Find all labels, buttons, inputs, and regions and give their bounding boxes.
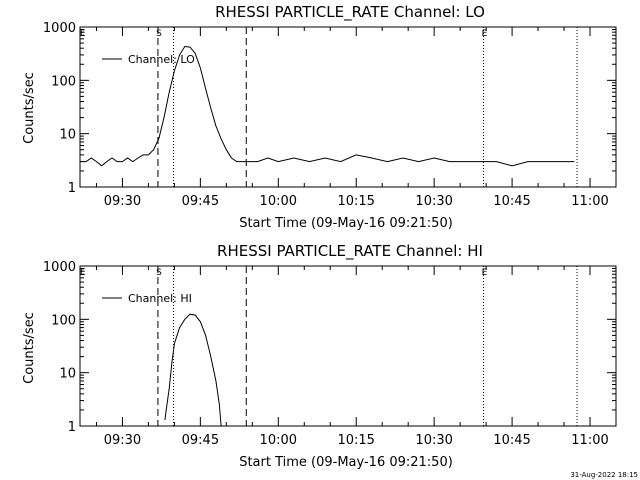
panel-channel-lo: RHESSI PARTICLE_RATE Channel: LO Counts/… xyxy=(22,3,617,231)
x-tick-label: 10:15 xyxy=(337,433,374,448)
y-tick-label: 100 xyxy=(51,313,76,328)
panel-title-hi: RHESSI PARTICLE_RATE Channel: HI xyxy=(217,242,483,261)
plot-timestamp: 31-Aug-2022 18:15 xyxy=(570,471,638,479)
x-tick-label: 10:45 xyxy=(493,194,530,209)
x-tick-label: 09:30 xyxy=(104,194,141,209)
y-tick-label: 10 xyxy=(59,367,76,382)
y-tick-label: 1 xyxy=(68,181,76,196)
event-marker-label: S xyxy=(156,29,162,39)
event-marker-label: E xyxy=(80,268,86,278)
x-tick-label: 09:30 xyxy=(104,433,141,448)
x-tick-label: 10:30 xyxy=(415,433,452,448)
y-axis-label-hi: Counts/sec xyxy=(22,312,37,384)
x-tick-label: 09:45 xyxy=(182,433,219,448)
plot-frame xyxy=(79,265,617,427)
x-tick-label: 10:00 xyxy=(260,433,297,448)
event-marker-label: E xyxy=(482,268,488,278)
x-tick-label: 10:00 xyxy=(260,194,297,209)
series-line xyxy=(164,313,222,427)
y-tick-label: 1000 xyxy=(43,21,76,36)
y-axis-label-lo: Counts/sec xyxy=(22,72,37,144)
x-tick-label: 10:30 xyxy=(415,194,452,209)
event-marker-label: E xyxy=(80,29,86,39)
plot-frame xyxy=(79,26,617,188)
legend-entry: Channel: LO xyxy=(128,53,195,66)
y-tick-label: 1000 xyxy=(43,260,76,275)
panel-channel-hi: RHESSI PARTICLE_RATE Channel: HI Counts/… xyxy=(22,242,617,470)
panel-title-lo: RHESSI PARTICLE_RATE Channel: LO xyxy=(215,3,485,22)
x-tick-label: 10:45 xyxy=(493,433,530,448)
event-marker-label: S xyxy=(156,268,162,278)
y-tick-label: 1 xyxy=(68,420,76,435)
x-axis-label-hi: Start Time (09-May-16 09:21:50) xyxy=(239,455,453,470)
x-tick-label: 11:00 xyxy=(571,194,608,209)
x-tick-label: 11:00 xyxy=(571,433,608,448)
y-tick-label: 100 xyxy=(51,74,76,89)
event-marker-label: E xyxy=(482,29,488,39)
x-tick-label: 09:45 xyxy=(182,194,219,209)
series-line xyxy=(80,45,575,167)
legend-entry: Channel: HI xyxy=(128,292,192,305)
x-axis-label-lo: Start Time (09-May-16 09:21:50) xyxy=(239,216,453,231)
x-tick-label: 10:15 xyxy=(337,194,374,209)
y-tick-label: 10 xyxy=(59,128,76,143)
